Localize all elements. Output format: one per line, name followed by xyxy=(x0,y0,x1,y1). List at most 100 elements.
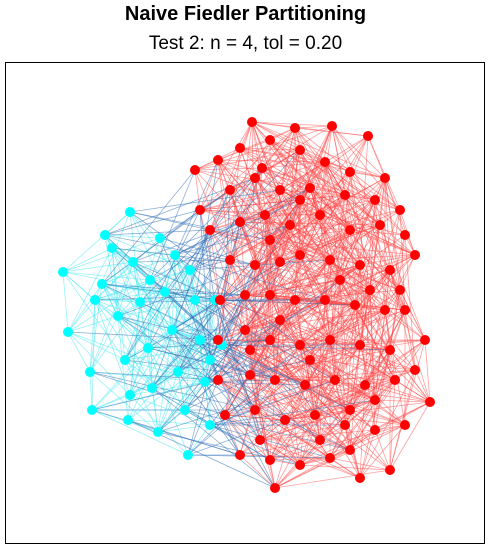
graph-node xyxy=(167,325,177,335)
graph-edge xyxy=(319,439,351,451)
graph-edge xyxy=(104,234,161,239)
graph-edge xyxy=(249,294,271,376)
graph-node xyxy=(170,250,180,260)
graph-edge xyxy=(204,381,351,451)
graph-edge xyxy=(229,161,326,191)
graph-node xyxy=(128,257,138,267)
graph-edge xyxy=(269,214,321,241)
graph-node xyxy=(155,233,165,243)
graph-node xyxy=(295,145,305,155)
graph-edge xyxy=(117,315,129,421)
graph-edge xyxy=(364,339,426,386)
graph-node xyxy=(400,305,410,315)
graph-node xyxy=(213,375,223,385)
graph-edge xyxy=(132,221,241,263)
graph-edge xyxy=(221,344,256,411)
graph-edge xyxy=(269,239,416,256)
graph-edge xyxy=(299,199,361,266)
graph-edge xyxy=(254,359,311,411)
graph-edge xyxy=(314,414,391,471)
graph-node xyxy=(215,295,225,305)
figure-subtitle: Test 2: n = 4, tol = 0.20 xyxy=(148,33,343,54)
graph-edge xyxy=(339,269,391,281)
graph-node xyxy=(385,265,395,275)
graph-edge xyxy=(157,371,179,433)
graph-edge xyxy=(177,371,186,411)
graph-edge xyxy=(177,259,231,373)
graph-node xyxy=(173,367,183,377)
graph-edge xyxy=(251,121,281,191)
graph-edge xyxy=(104,211,131,236)
graph-edge xyxy=(339,279,371,291)
graph-edge xyxy=(359,424,406,479)
graph-edge xyxy=(329,457,361,479)
graph-edge xyxy=(389,209,401,271)
graph-node xyxy=(305,183,315,193)
graph-node xyxy=(325,335,335,345)
graph-edge xyxy=(349,379,396,411)
graph-edge xyxy=(194,221,241,301)
graph-edge xyxy=(199,209,241,223)
graph-edge xyxy=(239,147,301,151)
graph-node xyxy=(257,163,267,173)
graph-node xyxy=(125,390,135,400)
graph-node xyxy=(107,243,117,253)
graph-edge xyxy=(299,399,376,466)
graph-node xyxy=(265,290,275,300)
graph-edge xyxy=(89,315,119,373)
graph-edge xyxy=(299,224,381,256)
graph-edge xyxy=(62,261,134,273)
graph-edge xyxy=(104,234,173,331)
graph-edge xyxy=(349,224,381,231)
graph-edge xyxy=(151,387,276,489)
graph-edge xyxy=(177,371,241,456)
graph-edge xyxy=(239,221,331,261)
graph-edge xyxy=(389,349,431,403)
graph-edge xyxy=(384,254,416,311)
graph-node xyxy=(145,275,155,285)
graph-edge xyxy=(319,214,356,306)
graph-node xyxy=(220,410,230,420)
graph-node xyxy=(235,450,245,460)
graph-edge xyxy=(221,344,251,376)
graph-edge xyxy=(314,279,341,416)
graph-edge xyxy=(91,329,173,411)
graph-edge xyxy=(339,254,416,281)
graph-edge xyxy=(171,299,221,331)
graph-edge xyxy=(204,279,341,383)
graph-edge xyxy=(339,171,351,281)
graph-node xyxy=(320,295,330,305)
graph-edge xyxy=(249,349,316,416)
graph-node xyxy=(265,455,275,465)
graph-edge xyxy=(359,349,391,479)
graph-node xyxy=(280,415,290,425)
graph-edge xyxy=(124,209,201,361)
graph-edge xyxy=(259,379,396,441)
graph-edge xyxy=(94,299,201,341)
graph-edge xyxy=(159,189,231,239)
graph-edge xyxy=(349,229,416,256)
graph-edge xyxy=(111,247,126,361)
graph-edge xyxy=(399,289,426,341)
graph-edge xyxy=(299,289,371,346)
graph-edge xyxy=(349,409,376,431)
graph-node xyxy=(355,340,365,350)
graph-edge xyxy=(224,379,336,416)
graph-edge xyxy=(244,329,316,416)
graph-node xyxy=(225,255,235,265)
graph-node xyxy=(385,465,395,475)
graph-node xyxy=(275,257,285,267)
graph-node xyxy=(240,290,250,300)
graph-edge xyxy=(329,409,351,459)
graph-edge xyxy=(369,209,401,291)
graph-edge xyxy=(269,229,351,241)
graph-node xyxy=(395,285,405,295)
graph-node xyxy=(350,300,360,310)
graph-node xyxy=(58,267,68,277)
graph-edge xyxy=(101,283,153,389)
graph-edge xyxy=(174,221,241,256)
graph-edge xyxy=(164,291,246,296)
graph-node xyxy=(265,135,275,145)
graph-edge xyxy=(104,209,201,236)
graph-edge xyxy=(94,299,149,349)
